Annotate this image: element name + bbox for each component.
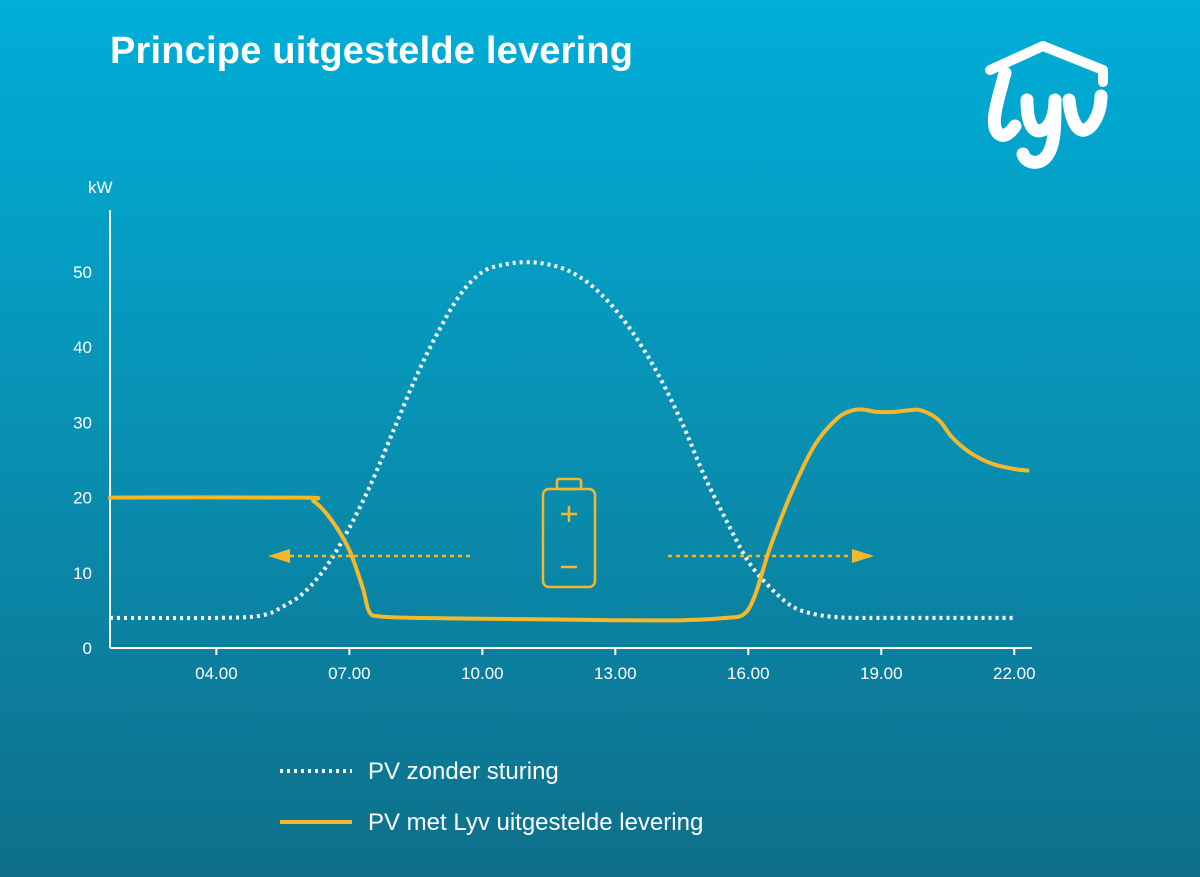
legend-item-solid: PV met Lyv uitgestelde levering: [280, 809, 703, 836]
y-tick-label: 30: [73, 413, 92, 432]
y-tick-label: 50: [73, 263, 92, 282]
y-ticks: 0 10 20 30 40 50: [73, 263, 92, 658]
x-tick-label: 10.00: [461, 664, 504, 683]
legend: PV zonder sturing PV met Lyv uitgestelde…: [280, 758, 703, 836]
legend-label-solid: PV met Lyv uitgestelde levering: [368, 809, 703, 836]
legend-label-dotted: PV zonder sturing: [368, 758, 559, 785]
x-tick-label: 13.00: [594, 664, 637, 683]
x-tick-label: 16.00: [727, 664, 770, 683]
battery-icon: [541, 477, 597, 589]
axes: kW: [88, 178, 1032, 649]
x-tick-label: 07.00: [328, 664, 371, 683]
y-tick-label: 20: [73, 489, 92, 508]
x-tick-label: 22.00: [993, 664, 1036, 683]
x-tick-label: 04.00: [195, 664, 238, 683]
y-axis-unit-label: kW: [88, 178, 113, 197]
house-roof-icon: [985, 41, 1108, 87]
lyv-logo: [985, 41, 1108, 169]
y-tick-label: 10: [73, 564, 92, 583]
x-tick-label: 19.00: [860, 664, 903, 683]
series-line-pv-zonder-sturing: [109, 260, 1015, 621]
series-line-pv-met-lyv: [108, 407, 1030, 623]
y-tick-label: 0: [83, 639, 92, 658]
arrow-left: [268, 549, 472, 563]
y-tick-label: 40: [73, 338, 92, 357]
page-title: Principe uitgestelde levering: [110, 30, 634, 72]
arrow-right: [668, 549, 874, 563]
lyv-wordmark-icon: [987, 66, 1108, 169]
legend-item-dotted: PV zonder sturing: [280, 758, 559, 785]
x-ticks: 04.00 07.00 10.00 13.00 16.00 19.00 22.00: [195, 648, 1036, 683]
series-lines: [108, 260, 1030, 623]
